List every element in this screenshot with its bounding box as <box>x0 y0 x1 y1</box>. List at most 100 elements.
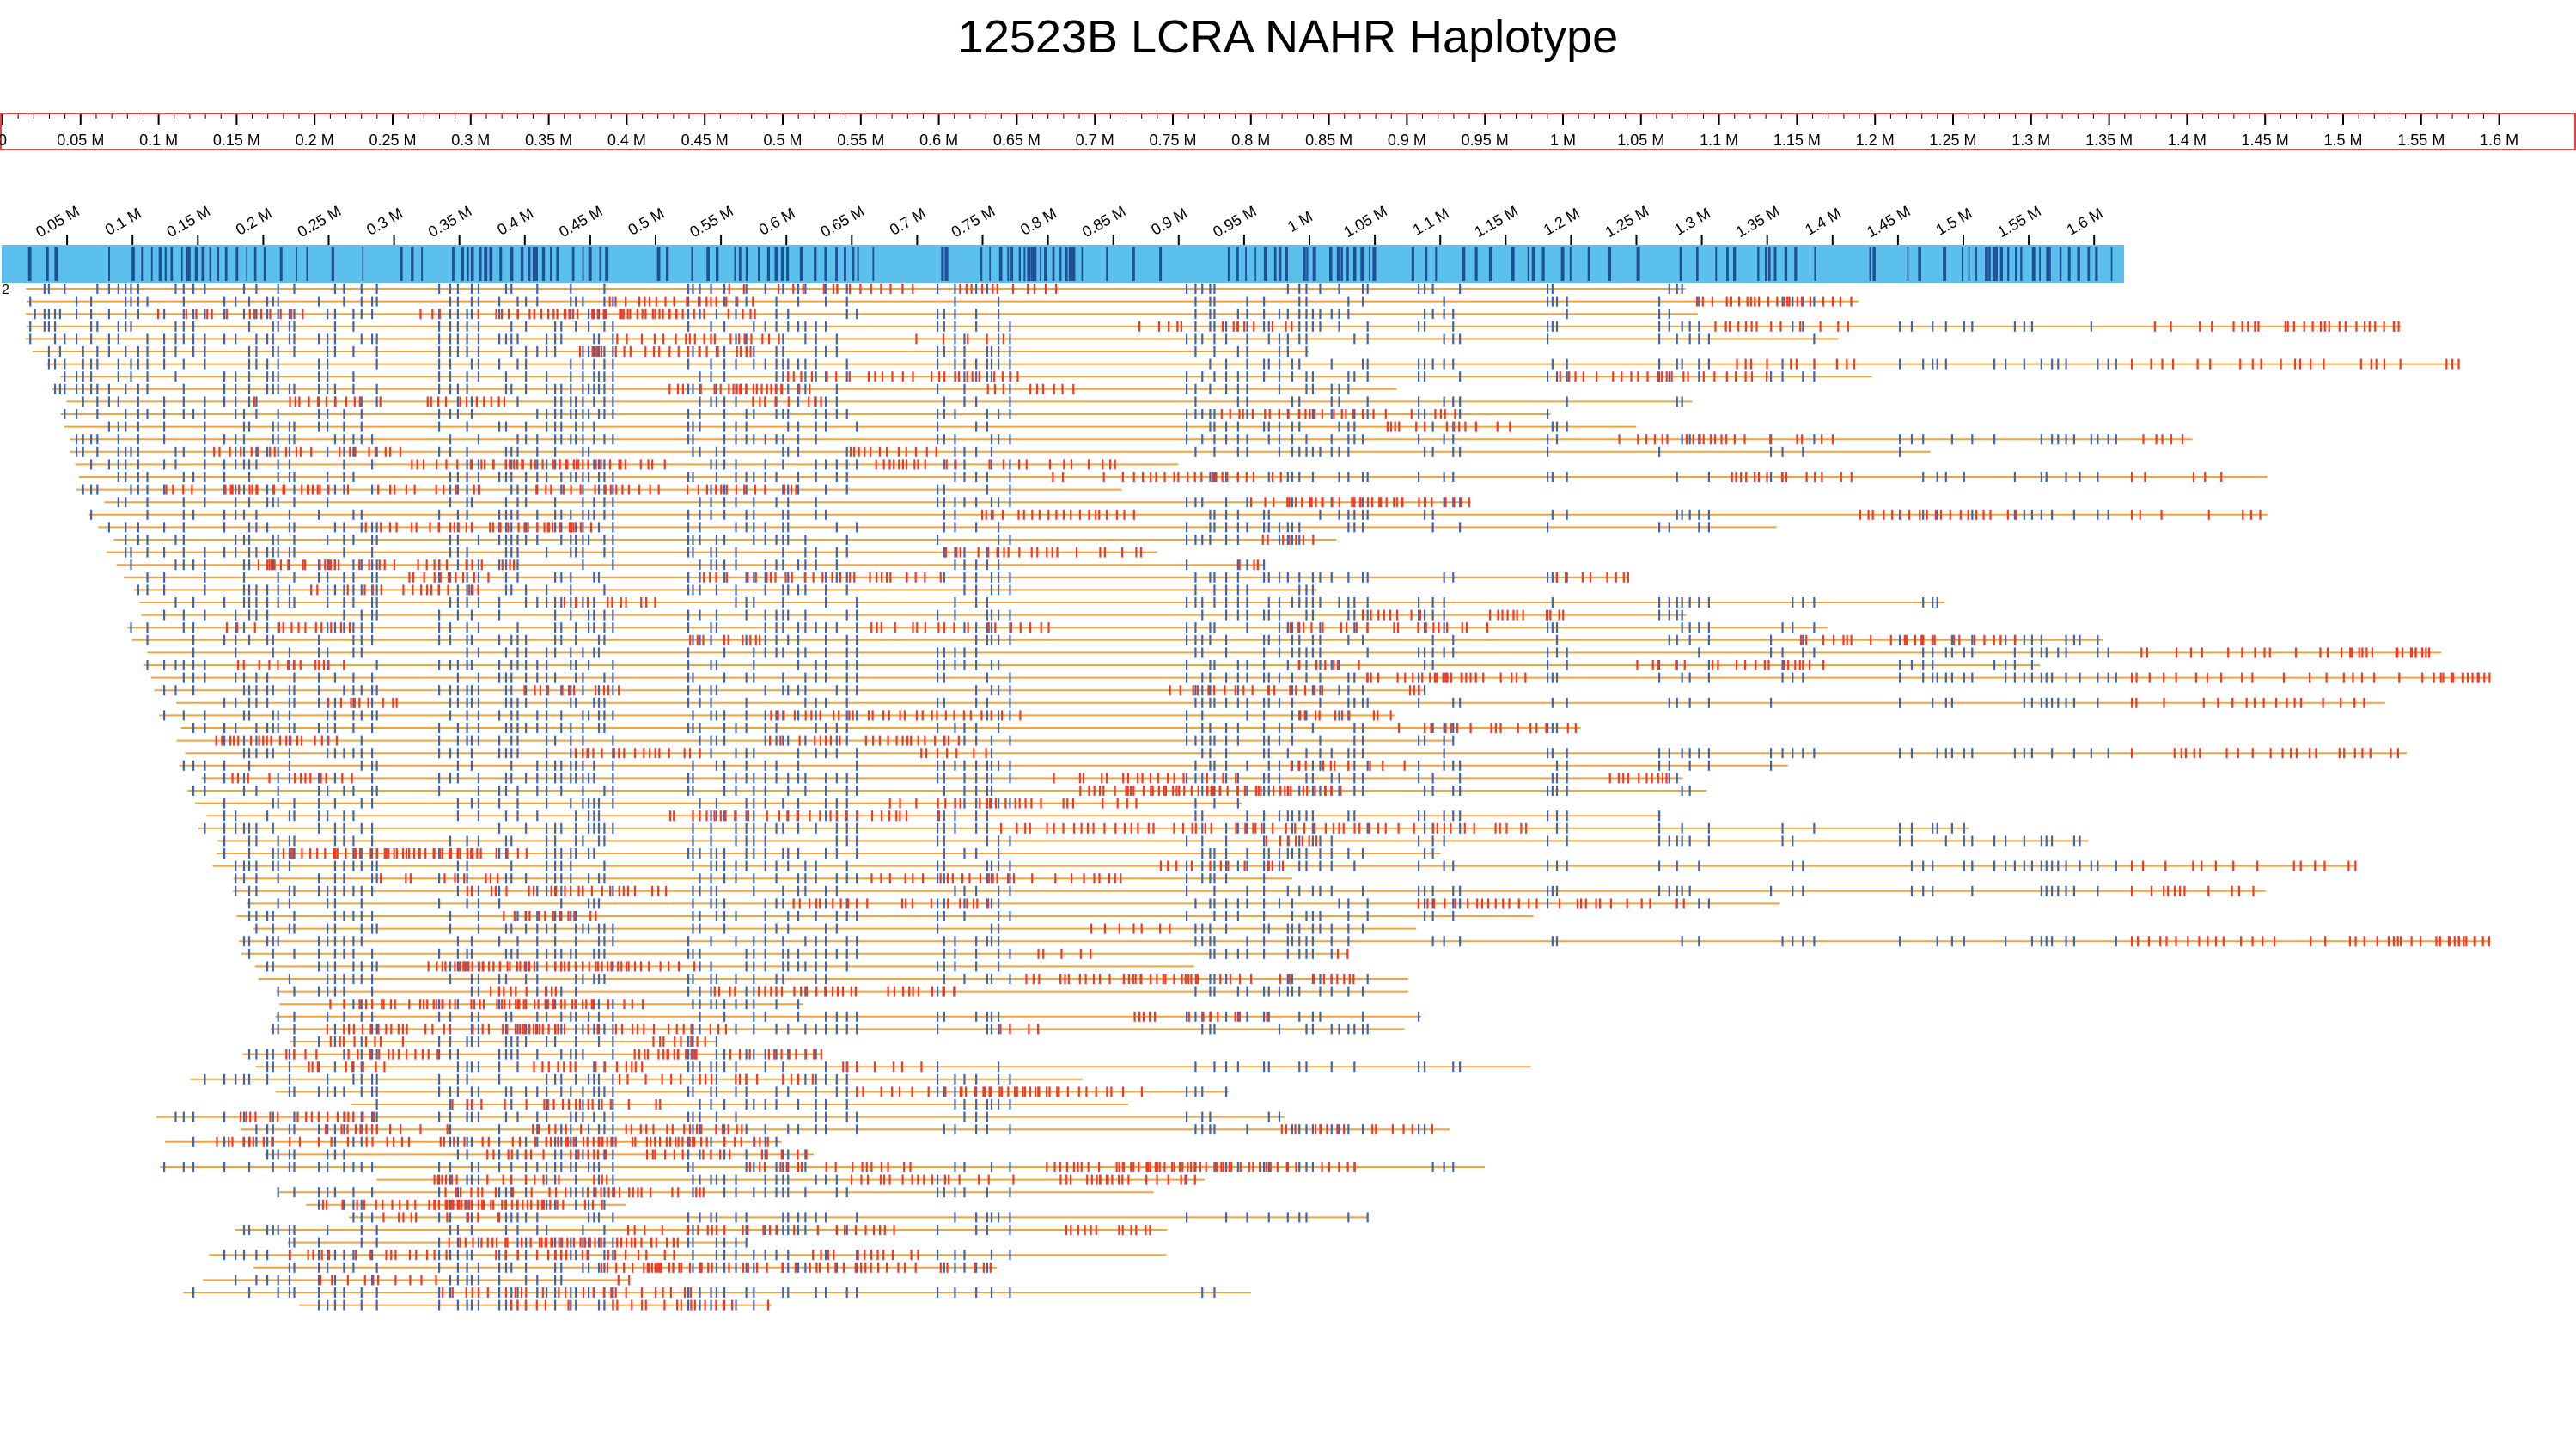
read-mismatch-mark <box>1417 622 1419 633</box>
read-match-mark <box>1423 786 1426 796</box>
read-match-mark <box>1950 697 1953 708</box>
read-match-mark <box>787 685 790 696</box>
read-mismatch-mark <box>742 309 744 320</box>
read-match-mark <box>449 835 452 847</box>
read-mismatch-mark <box>2311 321 2314 332</box>
read-mismatch-mark <box>1757 472 1761 482</box>
read-row <box>194 798 1242 809</box>
read-match-mark <box>1305 371 1308 382</box>
read-mismatch-mark <box>787 371 790 382</box>
read-alignment-area[interactable] <box>0 284 2576 1341</box>
read-match-mark <box>986 822 988 834</box>
read-match-mark <box>204 572 206 583</box>
read-mismatch-mark <box>1983 634 1986 645</box>
read-match-mark <box>825 748 827 759</box>
read-mismatch-mark <box>853 572 856 583</box>
read-match-mark <box>835 346 838 357</box>
read-mismatch-mark <box>1238 559 1241 571</box>
read-match-mark <box>575 396 577 407</box>
read-match-mark <box>438 358 441 370</box>
read-mismatch-mark <box>2225 748 2228 759</box>
read-row <box>60 371 1872 382</box>
read-match-mark <box>710 547 712 558</box>
read-mismatch-mark <box>445 459 448 470</box>
read-match-mark <box>1361 358 1364 370</box>
read-match-mark <box>764 434 766 445</box>
read-match-mark <box>1267 634 1270 645</box>
reference-variant-mark <box>1679 247 1682 281</box>
read-match-mark <box>735 333 737 345</box>
read-mismatch-mark <box>253 622 256 633</box>
read-match-mark <box>797 710 800 721</box>
read-mismatch-mark <box>1046 547 1048 558</box>
read-match-mark <box>1963 748 1965 759</box>
read-mismatch-mark <box>294 396 296 407</box>
read-match-mark <box>1286 660 1289 670</box>
read-match-mark <box>937 284 939 294</box>
read-mismatch-mark <box>2344 321 2347 332</box>
read-mismatch-mark <box>754 484 756 495</box>
read-match-mark <box>1658 446 1661 457</box>
read-match-mark <box>975 309 978 320</box>
read-match-mark <box>593 647 595 658</box>
read-match-mark <box>1443 396 1445 407</box>
read-mismatch-mark <box>2351 647 2353 658</box>
read-match-mark <box>1291 421 1294 432</box>
read-match-mark <box>782 358 784 370</box>
ruler-tick-label: 0.4 M <box>607 131 646 149</box>
read-mismatch-mark <box>533 309 536 320</box>
read-match-mark <box>1366 697 1369 708</box>
read-mismatch-mark <box>720 484 723 495</box>
read-match-mark <box>997 660 1000 670</box>
read-mismatch-mark <box>266 735 268 746</box>
read-match-mark <box>456 484 460 495</box>
read-match-mark <box>2115 672 2117 683</box>
read-match-mark <box>782 346 784 357</box>
read-match-mark <box>1813 622 1816 633</box>
read-match-mark <box>687 773 690 784</box>
read-match-mark <box>990 509 993 520</box>
reference-variant-mark <box>224 247 228 281</box>
read-mismatch-mark <box>1999 634 2002 645</box>
read-mismatch-mark <box>903 710 906 721</box>
read-match-mark <box>787 609 790 621</box>
read-mismatch-mark <box>350 697 352 708</box>
read-mismatch-mark <box>640 333 644 345</box>
read-mismatch-mark <box>620 309 623 320</box>
read-match-mark <box>845 584 848 596</box>
read-mismatch-mark <box>1729 296 1732 307</box>
read-match-mark <box>343 484 345 495</box>
read-match-mark <box>990 609 993 621</box>
read-mismatch-mark <box>1450 672 1453 683</box>
read-match-mark <box>235 459 237 470</box>
read-match-mark <box>449 309 452 320</box>
read-mismatch-mark <box>1163 472 1166 482</box>
read-match-mark <box>954 522 956 533</box>
read-match-mark <box>89 309 93 320</box>
read-match-mark <box>560 634 563 645</box>
read-mismatch-mark <box>1724 321 1727 332</box>
read-match-mark <box>525 584 528 596</box>
read-mismatch-mark <box>943 622 946 633</box>
read-mismatch-mark <box>1055 509 1058 520</box>
read-match-mark <box>715 535 718 545</box>
read-match-mark <box>96 446 99 457</box>
read-match-mark <box>1201 672 1204 683</box>
read-match-mark <box>687 284 690 294</box>
read-mismatch-mark <box>1831 296 1834 307</box>
read-mismatch-mark <box>287 559 290 571</box>
read-match-mark <box>277 371 279 382</box>
read-match-mark <box>2079 672 2081 683</box>
read-match-mark <box>96 383 99 394</box>
read-match-mark <box>815 321 817 332</box>
reference-variant-mark <box>27 247 32 281</box>
read-match-mark <box>318 421 320 432</box>
read-mismatch-mark <box>1150 786 1152 796</box>
read-match-mark <box>1009 634 1011 645</box>
position-ruler[interactable]: 0 0.05 M 0.1 M 0.15 M 0.2 M 0.25 M 0.3 M 0.35 M… <box>0 113 2576 151</box>
read-mismatch-mark <box>1331 497 1334 508</box>
read-match-mark <box>477 685 480 696</box>
read-mismatch-mark <box>501 559 504 571</box>
read-match-mark <box>318 822 320 834</box>
